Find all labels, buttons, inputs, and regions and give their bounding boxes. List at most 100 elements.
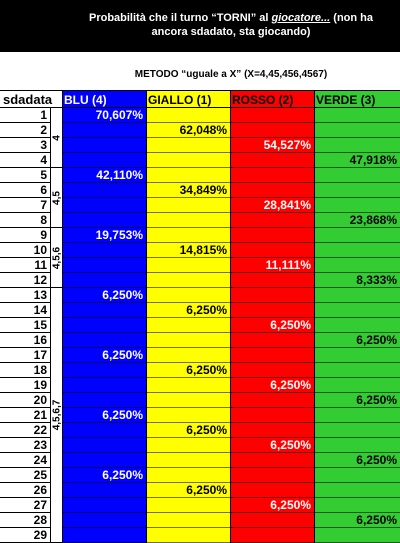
row-number: 14 bbox=[0, 303, 50, 318]
row-number: 28 bbox=[0, 513, 50, 528]
table-row bbox=[62, 228, 400, 243]
row-number: 24 bbox=[0, 453, 50, 468]
row-number: 12 bbox=[0, 273, 50, 288]
header-sdadata: sdadata bbox=[0, 90, 62, 108]
table-row bbox=[62, 108, 400, 123]
value-blu: 6,250% bbox=[102, 408, 143, 422]
value-verde: 23,868% bbox=[349, 213, 397, 227]
row-number: 22 bbox=[0, 423, 50, 438]
value-giallo: 62,048% bbox=[179, 123, 227, 137]
row-number: 6 bbox=[0, 183, 50, 198]
value-rosso: 6,250% bbox=[270, 318, 311, 332]
row-number: 17 bbox=[0, 348, 50, 363]
table-row bbox=[62, 498, 400, 513]
value-giallo: 6,250% bbox=[186, 483, 227, 497]
table-row bbox=[62, 363, 400, 378]
group-label: 4,5 bbox=[51, 190, 62, 205]
row-number: 1 bbox=[0, 108, 50, 123]
value-giallo: 34,849% bbox=[179, 183, 227, 197]
value-blu: 19,753% bbox=[95, 228, 143, 242]
row-number: 8 bbox=[0, 213, 50, 228]
table-row bbox=[62, 378, 400, 393]
table-row bbox=[62, 408, 400, 423]
row-number: 16 bbox=[0, 333, 50, 348]
value-blu: 70,607% bbox=[95, 108, 143, 122]
row-number: 19 bbox=[0, 378, 50, 393]
table-row bbox=[62, 393, 400, 408]
table-row bbox=[62, 153, 400, 168]
title-corner bbox=[0, 0, 62, 52]
row-number: 3 bbox=[0, 138, 50, 153]
value-giallo: 6,250% bbox=[186, 423, 227, 437]
table-row bbox=[62, 513, 400, 528]
table-row bbox=[62, 453, 400, 468]
row-number: 9 bbox=[0, 228, 50, 243]
group-label: 4,5,6,7 bbox=[51, 399, 62, 431]
table-row bbox=[62, 438, 400, 453]
value-verde: 6,250% bbox=[356, 513, 397, 527]
table-row bbox=[62, 318, 400, 333]
group-label: 4 bbox=[51, 134, 62, 141]
row-number: 25 bbox=[0, 468, 50, 483]
value-blu: 6,250% bbox=[102, 468, 143, 482]
header-rosso: ROSSO (2) bbox=[230, 90, 314, 108]
row-number: 4 bbox=[0, 153, 50, 168]
row-number: 20 bbox=[0, 393, 50, 408]
table-row bbox=[62, 483, 400, 498]
header-blu: BLU (4) bbox=[62, 90, 146, 108]
title-text-2: (non ha bbox=[330, 12, 373, 24]
method-label: METODO “uguale a X” (X=4,45,456,4567) bbox=[134, 69, 328, 80]
value-rosso: 11,111% bbox=[265, 258, 311, 272]
title-italic: giocatore... bbox=[271, 12, 331, 24]
row-number: 18 bbox=[0, 363, 50, 378]
value-rosso: 6,250% bbox=[270, 438, 311, 452]
row-number: 5 bbox=[0, 168, 50, 183]
value-giallo: 14,815% bbox=[179, 243, 227, 257]
group-cell: 4,5,6,7 bbox=[50, 288, 62, 543]
page-title: Probabilità che il turno “TORNI” al gioc… bbox=[62, 0, 400, 52]
value-blu: 42,110% bbox=[96, 168, 143, 182]
table-row bbox=[62, 273, 400, 288]
table-row bbox=[62, 468, 400, 483]
value-blu: 6,250% bbox=[102, 288, 143, 302]
value-verde: 8,333% bbox=[356, 273, 397, 287]
value-verde: 47,918% bbox=[349, 153, 397, 167]
row-number: 29 bbox=[0, 528, 50, 543]
row-number: 21 bbox=[0, 408, 50, 423]
value-rosso: 6,250% bbox=[270, 498, 311, 512]
value-giallo: 6,250% bbox=[186, 303, 227, 317]
group-cell: 4 bbox=[50, 108, 62, 168]
table-row bbox=[62, 168, 400, 183]
table-row bbox=[62, 138, 400, 153]
row-number: 27 bbox=[0, 498, 50, 513]
row-number: 26 bbox=[0, 483, 50, 498]
row-number: 23 bbox=[0, 438, 50, 453]
value-blu: 6,250% bbox=[102, 348, 143, 362]
table-row bbox=[62, 333, 400, 348]
table-row bbox=[62, 243, 400, 258]
value-rosso: 54,527% bbox=[263, 138, 311, 152]
value-giallo: 6,250% bbox=[186, 363, 227, 377]
table-row bbox=[62, 213, 400, 228]
table-row bbox=[62, 258, 400, 273]
value-rosso: 6,250% bbox=[270, 378, 311, 392]
table-row bbox=[62, 528, 400, 543]
left-blank bbox=[0, 52, 62, 90]
group-cell: 4,5,6 bbox=[50, 228, 62, 288]
row-number: 7 bbox=[0, 198, 50, 213]
row-number: 10 bbox=[0, 243, 50, 258]
row-number: 11 bbox=[0, 258, 50, 273]
table-row bbox=[62, 288, 400, 303]
row-number: 13 bbox=[0, 288, 50, 303]
row-number: 15 bbox=[0, 318, 50, 333]
header-giallo: GIALLO (1) bbox=[146, 90, 230, 108]
title-text-1: Probabilità che il turno “TORNI” al bbox=[88, 12, 272, 24]
table-row bbox=[62, 123, 400, 138]
group-label: 4,5,6 bbox=[51, 246, 62, 269]
row-number: 2 bbox=[0, 123, 50, 138]
value-verde: 6,250% bbox=[356, 453, 397, 467]
group-cell: 4,5 bbox=[50, 168, 62, 228]
value-verde: 6,250% bbox=[356, 393, 397, 407]
title-line-2: ancora sdadato, sta giocando) bbox=[151, 26, 311, 38]
table-row bbox=[62, 423, 400, 438]
